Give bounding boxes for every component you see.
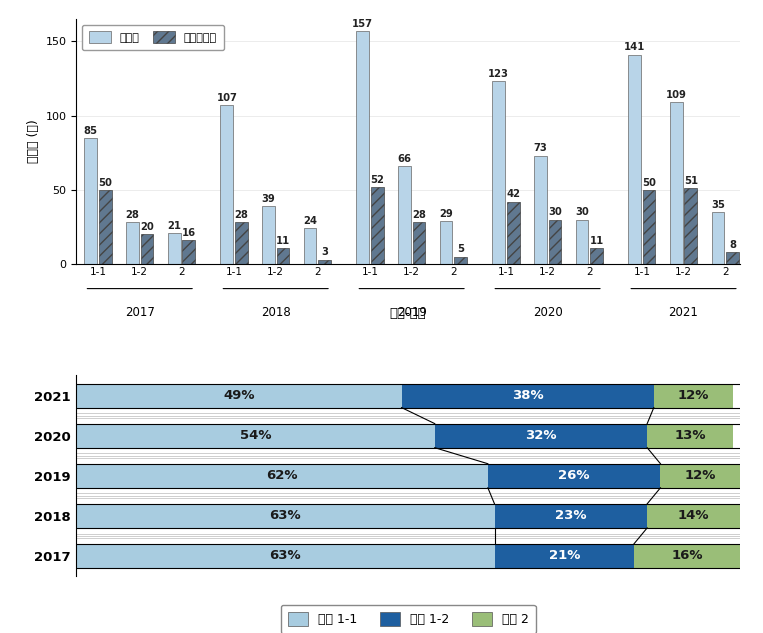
Text: 11: 11 — [275, 235, 290, 246]
Text: 52: 52 — [370, 175, 384, 185]
Text: 2019: 2019 — [397, 306, 427, 319]
Text: 21%: 21% — [549, 549, 580, 563]
Bar — [661, 464, 740, 488]
Text: 8: 8 — [729, 240, 736, 250]
Text: 2017: 2017 — [125, 306, 155, 319]
Bar — [168, 233, 181, 264]
Text: 26%: 26% — [559, 469, 590, 482]
Text: 16%: 16% — [671, 549, 703, 563]
Bar — [494, 544, 634, 568]
Bar — [76, 384, 401, 408]
Text: 2021: 2021 — [668, 306, 698, 319]
Bar — [76, 544, 494, 568]
Bar — [413, 222, 425, 264]
Legend: 유형 1-1, 유형 1-2, 유형 2: 유형 1-1, 유형 1-2, 유형 2 — [281, 605, 536, 633]
Text: 39: 39 — [262, 194, 275, 204]
Text: 28: 28 — [412, 210, 426, 220]
Text: 20: 20 — [140, 222, 154, 232]
Text: 12%: 12% — [684, 469, 716, 482]
Bar — [398, 166, 410, 264]
Text: 23%: 23% — [555, 510, 587, 522]
Text: 14%: 14% — [678, 510, 710, 522]
Text: 49%: 49% — [224, 389, 255, 402]
Bar — [726, 252, 739, 264]
Text: 29: 29 — [439, 209, 453, 219]
Text: 24: 24 — [303, 216, 317, 226]
Bar — [642, 190, 655, 264]
Text: 107: 107 — [217, 93, 237, 103]
Bar — [401, 384, 654, 408]
Bar — [684, 189, 697, 264]
Bar — [371, 187, 384, 264]
Text: 51: 51 — [684, 176, 698, 186]
Text: 35: 35 — [711, 200, 725, 210]
Bar — [126, 222, 139, 264]
Text: 85: 85 — [84, 125, 98, 135]
Bar — [549, 220, 562, 264]
Text: 63%: 63% — [269, 549, 301, 563]
Text: 109: 109 — [666, 90, 687, 100]
Y-axis label: 과제수 (개): 과제수 (개) — [27, 120, 40, 163]
Bar — [591, 248, 603, 264]
Bar — [435, 423, 647, 448]
Text: 50: 50 — [98, 178, 112, 187]
Text: 54%: 54% — [240, 429, 272, 442]
Bar — [76, 423, 435, 448]
Bar — [488, 464, 661, 488]
Text: 42: 42 — [506, 189, 520, 199]
Text: 12%: 12% — [678, 389, 710, 402]
Bar — [670, 102, 683, 264]
Bar — [534, 156, 547, 264]
Bar — [492, 82, 505, 264]
Text: 2020: 2020 — [533, 306, 562, 319]
Text: 16: 16 — [182, 228, 196, 238]
Text: 123: 123 — [488, 69, 509, 79]
Bar — [454, 256, 467, 264]
Text: 28: 28 — [234, 210, 248, 220]
Bar — [140, 234, 153, 264]
Bar — [628, 54, 641, 264]
Bar — [712, 212, 724, 264]
Text: 30: 30 — [575, 207, 589, 217]
Text: 38%: 38% — [512, 389, 543, 402]
Bar — [277, 248, 289, 264]
Bar — [647, 423, 733, 448]
Text: 13%: 13% — [674, 429, 706, 442]
Bar — [439, 221, 452, 264]
Bar — [647, 504, 740, 528]
Bar — [304, 229, 317, 264]
Bar — [99, 190, 111, 264]
Text: 50: 50 — [642, 178, 656, 187]
Bar — [507, 202, 520, 264]
Text: 28: 28 — [126, 210, 140, 220]
Text: 3: 3 — [321, 248, 328, 258]
Text: 5: 5 — [457, 244, 464, 254]
Text: 141: 141 — [624, 42, 645, 53]
Bar — [85, 138, 97, 264]
Text: 73: 73 — [533, 144, 547, 153]
Text: 30: 30 — [548, 207, 562, 217]
Legend: 과제수, 신규과제수: 과제수, 신규과제수 — [82, 25, 224, 50]
Bar — [356, 31, 369, 264]
Text: 21: 21 — [167, 221, 181, 230]
Bar — [654, 384, 733, 408]
Bar — [634, 544, 740, 568]
Text: 62%: 62% — [266, 469, 298, 482]
Bar — [262, 206, 275, 264]
Text: 63%: 63% — [269, 510, 301, 522]
Bar — [494, 504, 647, 528]
Text: 11: 11 — [590, 235, 604, 246]
Text: 32%: 32% — [525, 429, 557, 442]
Bar — [576, 220, 588, 264]
Text: 66: 66 — [398, 154, 411, 164]
Bar — [76, 504, 494, 528]
Text: 157: 157 — [353, 18, 373, 28]
X-axis label: 연도-유형: 연도-유형 — [390, 308, 427, 320]
Bar — [221, 105, 233, 264]
Bar — [76, 464, 488, 488]
Bar — [318, 260, 331, 264]
Text: 2018: 2018 — [261, 306, 291, 319]
Bar — [235, 222, 248, 264]
Bar — [182, 241, 195, 264]
